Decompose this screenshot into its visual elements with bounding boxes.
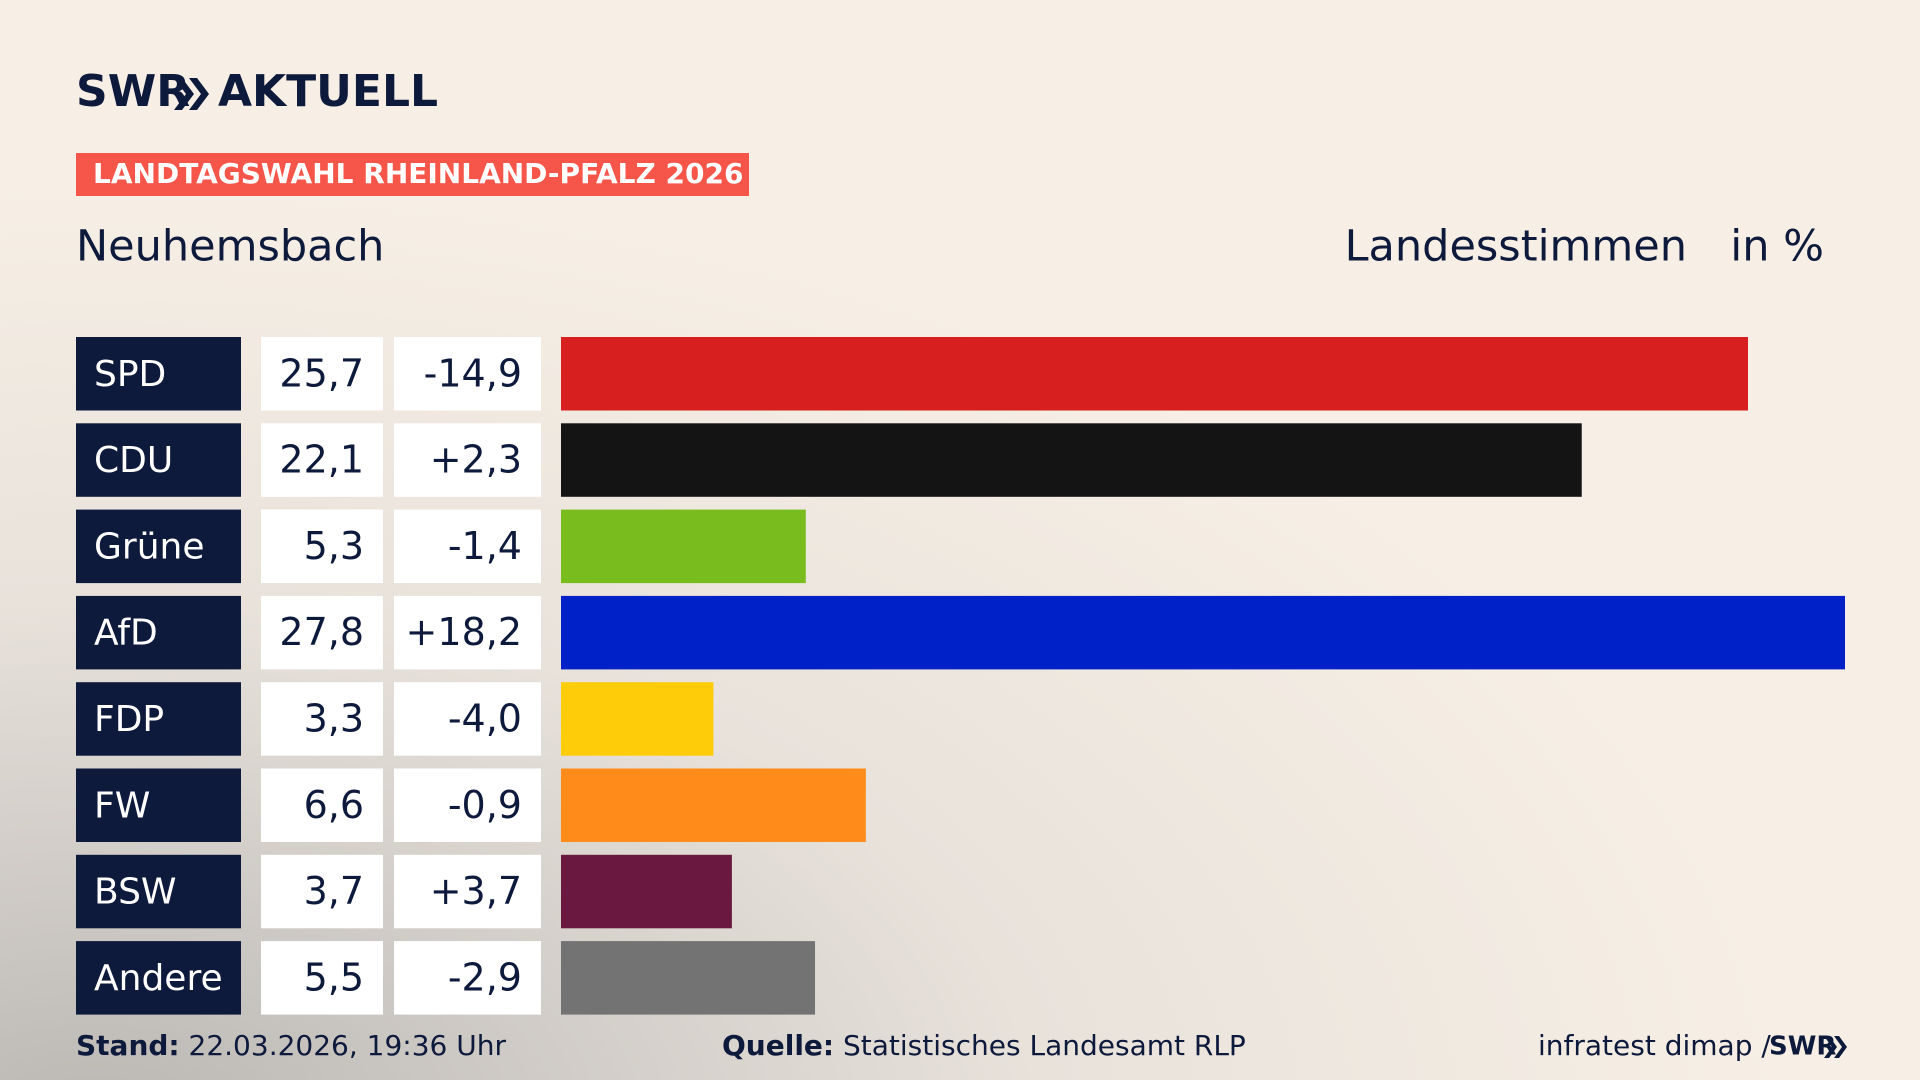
party-box xyxy=(76,509,241,584)
value-box xyxy=(261,768,383,842)
change-label: -0,9 xyxy=(448,783,522,827)
party-label: AfD xyxy=(94,613,158,654)
stand-label: Stand: xyxy=(76,1029,180,1062)
brand: SWR xyxy=(76,66,190,117)
value-label: 22,1 xyxy=(279,438,364,482)
tag: LANDTAGSWAHL RHEINLAND-PFALZ 2026 xyxy=(93,157,743,190)
party-label: FDP xyxy=(94,699,164,740)
change-box xyxy=(394,682,541,756)
chart-title: Neuhemsbach xyxy=(76,222,384,272)
value-label: 6,6 xyxy=(304,783,364,827)
bar xyxy=(561,423,1582,497)
value-label: 3,7 xyxy=(304,869,364,913)
value-label: 25,7 xyxy=(279,351,364,395)
change-label: +2,3 xyxy=(430,438,522,482)
value-box xyxy=(261,854,383,929)
change-box xyxy=(394,854,541,929)
value-box xyxy=(261,423,383,497)
value-box xyxy=(261,509,383,584)
party-label: FW xyxy=(94,785,150,826)
credit: infratest dimap / xyxy=(1538,1029,1771,1062)
change-box xyxy=(394,595,541,670)
change-label: -2,9 xyxy=(448,955,522,999)
stand: 22.03.2026, 19:36 Uhr xyxy=(189,1029,507,1062)
footer-stand: Stand: 22.03.2026, 19:36 Uhr xyxy=(76,1029,506,1062)
value-label: 3,3 xyxy=(304,696,364,740)
party-box xyxy=(76,337,241,411)
party-label: Andere xyxy=(94,958,223,999)
value-box xyxy=(261,941,383,1015)
party-label: Grüne xyxy=(94,526,204,567)
party-label: SPD xyxy=(94,354,166,395)
bar xyxy=(561,509,806,584)
party-label: CDU xyxy=(94,440,173,481)
party-box xyxy=(76,423,241,497)
party-box xyxy=(76,941,241,1015)
bar xyxy=(561,854,732,929)
value-box xyxy=(261,595,383,670)
value-label: 5,5 xyxy=(304,955,364,999)
value-box xyxy=(261,337,383,411)
bar xyxy=(561,337,1749,411)
credit-arrows xyxy=(1824,1036,1847,1058)
party-box xyxy=(76,854,241,929)
change-label: -1,4 xyxy=(448,524,522,568)
bar xyxy=(561,682,714,756)
party-label: BSW xyxy=(94,872,177,913)
value-box xyxy=(261,682,383,756)
brand-product: AKTUELL xyxy=(218,66,438,117)
change-box xyxy=(394,423,541,497)
change-label: +18,2 xyxy=(406,610,522,654)
change-label: +3,7 xyxy=(430,869,522,913)
value-label: 5,3 xyxy=(304,524,364,568)
change-box xyxy=(394,768,541,842)
change-label: -4,0 xyxy=(448,696,522,740)
bar xyxy=(561,941,816,1015)
party-box xyxy=(76,682,241,756)
chart-subtitle: Landesstimmen xyxy=(1345,222,1687,272)
bar xyxy=(561,768,866,842)
party-box xyxy=(76,768,241,842)
change-label: -14,9 xyxy=(424,351,522,395)
change-box xyxy=(394,509,541,584)
footer-source: Quelle: Statistisches Landesamt RLP xyxy=(722,1029,1246,1062)
party-box xyxy=(76,595,241,670)
change-box xyxy=(394,941,541,1015)
unit: in % xyxy=(1730,222,1824,272)
change-box xyxy=(394,337,541,411)
tag-box xyxy=(76,153,749,196)
brand-arrows xyxy=(174,78,209,110)
value-label: 27,8 xyxy=(279,610,364,654)
source-label: Quelle: xyxy=(722,1029,834,1062)
bar xyxy=(561,595,1845,670)
source: Statistisches Landesamt RLP xyxy=(843,1029,1246,1062)
